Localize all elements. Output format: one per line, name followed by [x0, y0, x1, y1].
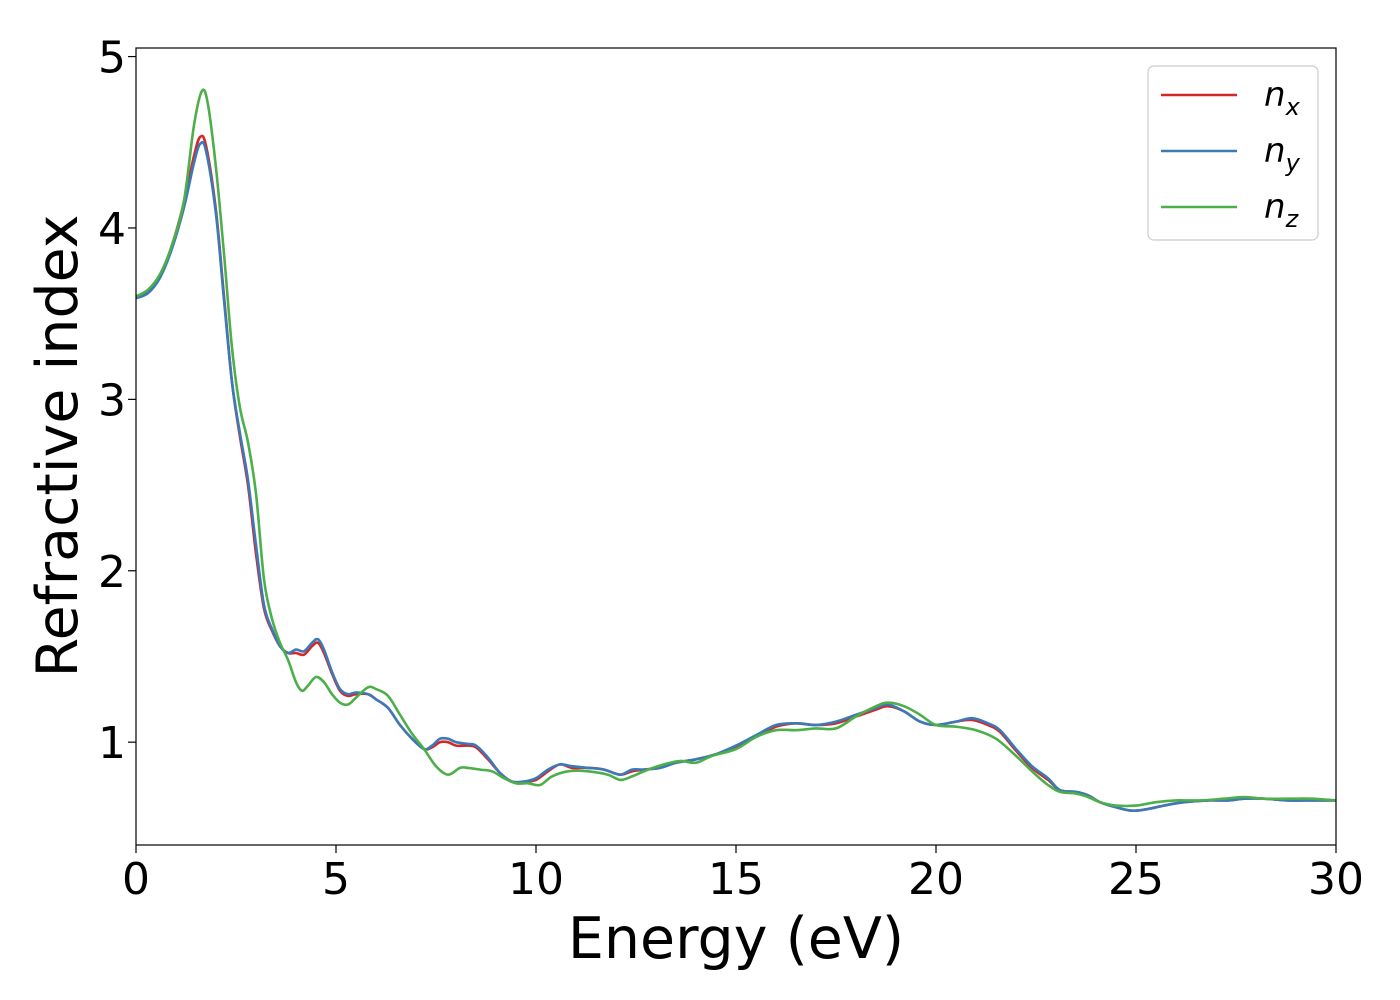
legend-frame	[1147, 65, 1319, 241]
y-axis: 1 2 3 4 5	[98, 33, 136, 769]
legend-label-n-y: ny	[1264, 131, 1301, 177]
x-axis: 0 5 10 15 20 25 30	[122, 845, 1364, 905]
x-tick-label: 20	[908, 854, 964, 905]
x-axis-title: Energy (eV)	[568, 906, 904, 972]
series-layer	[136, 88, 1336, 813]
series-line-n-y	[136, 140, 1336, 813]
x-tick-label: 10	[508, 854, 564, 905]
x-tick-label: 30	[1308, 854, 1364, 905]
x-tick-label: 5	[322, 854, 350, 905]
y-tick-label: 4	[98, 204, 126, 255]
y-tick-label: 3	[98, 375, 126, 426]
y-tick-label: 5	[98, 33, 126, 84]
legend-label-n-z: nz	[1264, 187, 1300, 233]
legend: nx ny nz	[1147, 65, 1319, 241]
y-tick-label: 2	[98, 547, 126, 598]
y-tick-label: 1	[98, 718, 126, 769]
x-tick-label: 0	[122, 854, 150, 905]
y-axis-title: Refractive index	[25, 215, 91, 678]
x-tick-label: 15	[708, 854, 764, 905]
series-line-n-z	[136, 88, 1336, 808]
x-tick-label: 25	[1108, 854, 1164, 905]
legend-label-n-x: nx	[1264, 75, 1301, 121]
